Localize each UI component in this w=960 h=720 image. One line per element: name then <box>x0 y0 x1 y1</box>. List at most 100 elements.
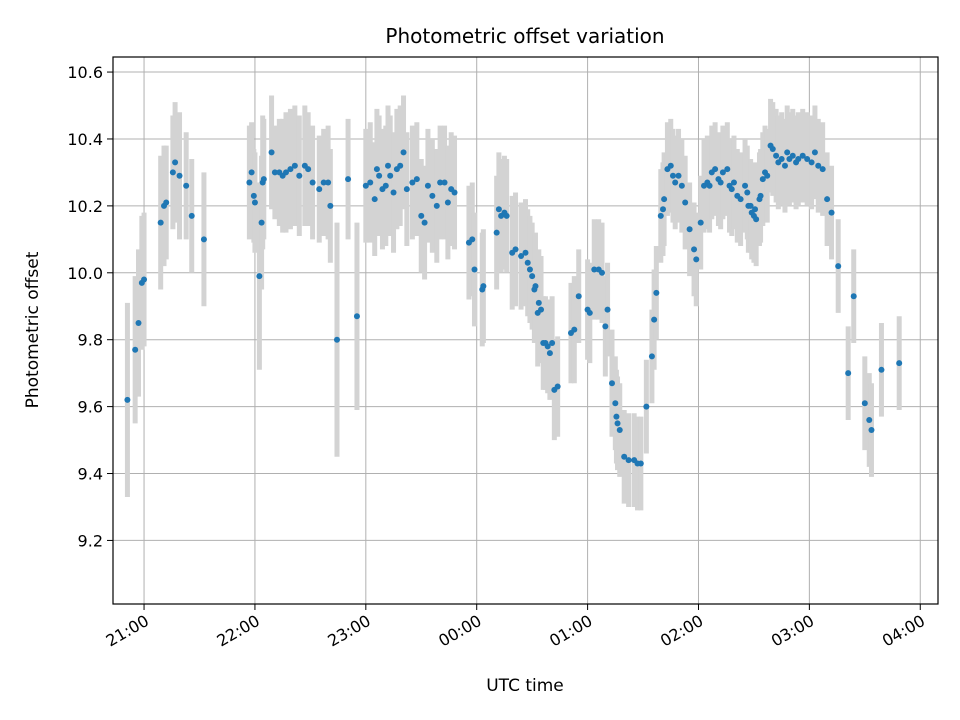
data-point <box>599 269 606 276</box>
data-point <box>682 199 689 206</box>
data-point <box>575 293 582 300</box>
data-point <box>529 273 536 280</box>
data-point <box>744 189 751 196</box>
data-point <box>495 206 502 213</box>
data-point <box>353 313 360 320</box>
data-point <box>271 169 278 176</box>
data-point <box>250 192 257 199</box>
data-point <box>424 182 431 189</box>
data-point <box>819 166 826 173</box>
data-point <box>532 283 539 290</box>
data-point <box>747 202 754 209</box>
chart-title: Photometric offset variation <box>385 24 664 48</box>
data-point <box>538 306 545 313</box>
data-point <box>382 182 389 189</box>
data-point <box>669 172 676 179</box>
data-point <box>421 219 428 226</box>
data-point <box>769 146 776 153</box>
data-point <box>866 416 873 423</box>
data-point <box>256 273 263 280</box>
data-point <box>373 166 380 173</box>
data-point <box>693 256 700 263</box>
data-point <box>799 152 806 159</box>
data-point <box>429 192 436 199</box>
data-point <box>176 172 183 179</box>
data-point <box>444 199 451 206</box>
data-point <box>163 199 170 206</box>
data-point <box>604 306 611 313</box>
data-point <box>686 226 693 233</box>
data-point <box>586 309 593 316</box>
data-point <box>648 353 655 360</box>
data-point <box>441 179 448 186</box>
data-point <box>706 182 713 189</box>
plot-frame <box>112 56 939 605</box>
data-point <box>493 229 500 236</box>
data-point <box>403 186 410 193</box>
data-point <box>742 182 749 189</box>
data-point <box>835 263 842 270</box>
data-point <box>571 326 578 333</box>
data-point <box>789 152 796 159</box>
data-point <box>413 176 420 183</box>
data-point <box>333 336 340 343</box>
data-point <box>675 172 682 179</box>
data-point <box>327 202 334 209</box>
data-point <box>522 249 529 256</box>
data-point <box>728 186 735 193</box>
data-point <box>672 179 679 186</box>
data-point <box>291 162 298 169</box>
data-point <box>526 266 533 273</box>
data-point <box>691 246 698 253</box>
data-point <box>437 179 444 186</box>
data-point <box>613 413 620 420</box>
data-point <box>764 172 771 179</box>
data-point <box>362 182 369 189</box>
data-point <box>778 156 785 163</box>
data-point <box>371 196 378 203</box>
data-point <box>409 179 416 186</box>
data-point <box>845 370 852 377</box>
data-point <box>141 276 148 283</box>
data-point <box>752 206 759 213</box>
data-point <box>316 186 323 193</box>
data-points <box>124 142 903 467</box>
data-point <box>376 172 383 179</box>
data-point <box>850 293 857 300</box>
data-point <box>781 162 788 169</box>
x-axis-label: UTC time <box>486 676 564 696</box>
data-point <box>653 289 660 296</box>
data-point <box>248 169 255 176</box>
data-point <box>258 219 265 226</box>
data-point <box>824 196 831 203</box>
data-point <box>554 383 561 390</box>
data-point <box>757 192 764 199</box>
data-point <box>433 202 440 209</box>
data-point <box>612 400 619 407</box>
data-point <box>320 179 327 186</box>
data-point <box>268 149 275 156</box>
data-point <box>712 166 719 173</box>
data-point <box>724 166 731 173</box>
data-point <box>169 169 176 176</box>
y-tick-label: 9.4 <box>78 465 103 484</box>
data-point <box>387 172 394 179</box>
data-point <box>753 216 760 223</box>
data-point <box>811 149 818 156</box>
data-point <box>512 246 519 253</box>
data-point <box>183 182 190 189</box>
y-tick-label: 10.0 <box>67 264 103 283</box>
data-point <box>345 176 352 183</box>
data-point <box>546 350 553 357</box>
data-point <box>549 340 556 347</box>
data-point <box>896 360 903 367</box>
data-point <box>287 166 294 173</box>
data-point <box>861 400 868 407</box>
y-tick-label: 10.4 <box>67 130 103 149</box>
y-axis-label: Photometric offset <box>23 251 43 408</box>
data-point <box>305 166 312 173</box>
data-point <box>719 169 726 176</box>
data-point <box>661 196 668 203</box>
data-point <box>157 219 164 226</box>
y-tick-label: 9.2 <box>78 531 103 550</box>
